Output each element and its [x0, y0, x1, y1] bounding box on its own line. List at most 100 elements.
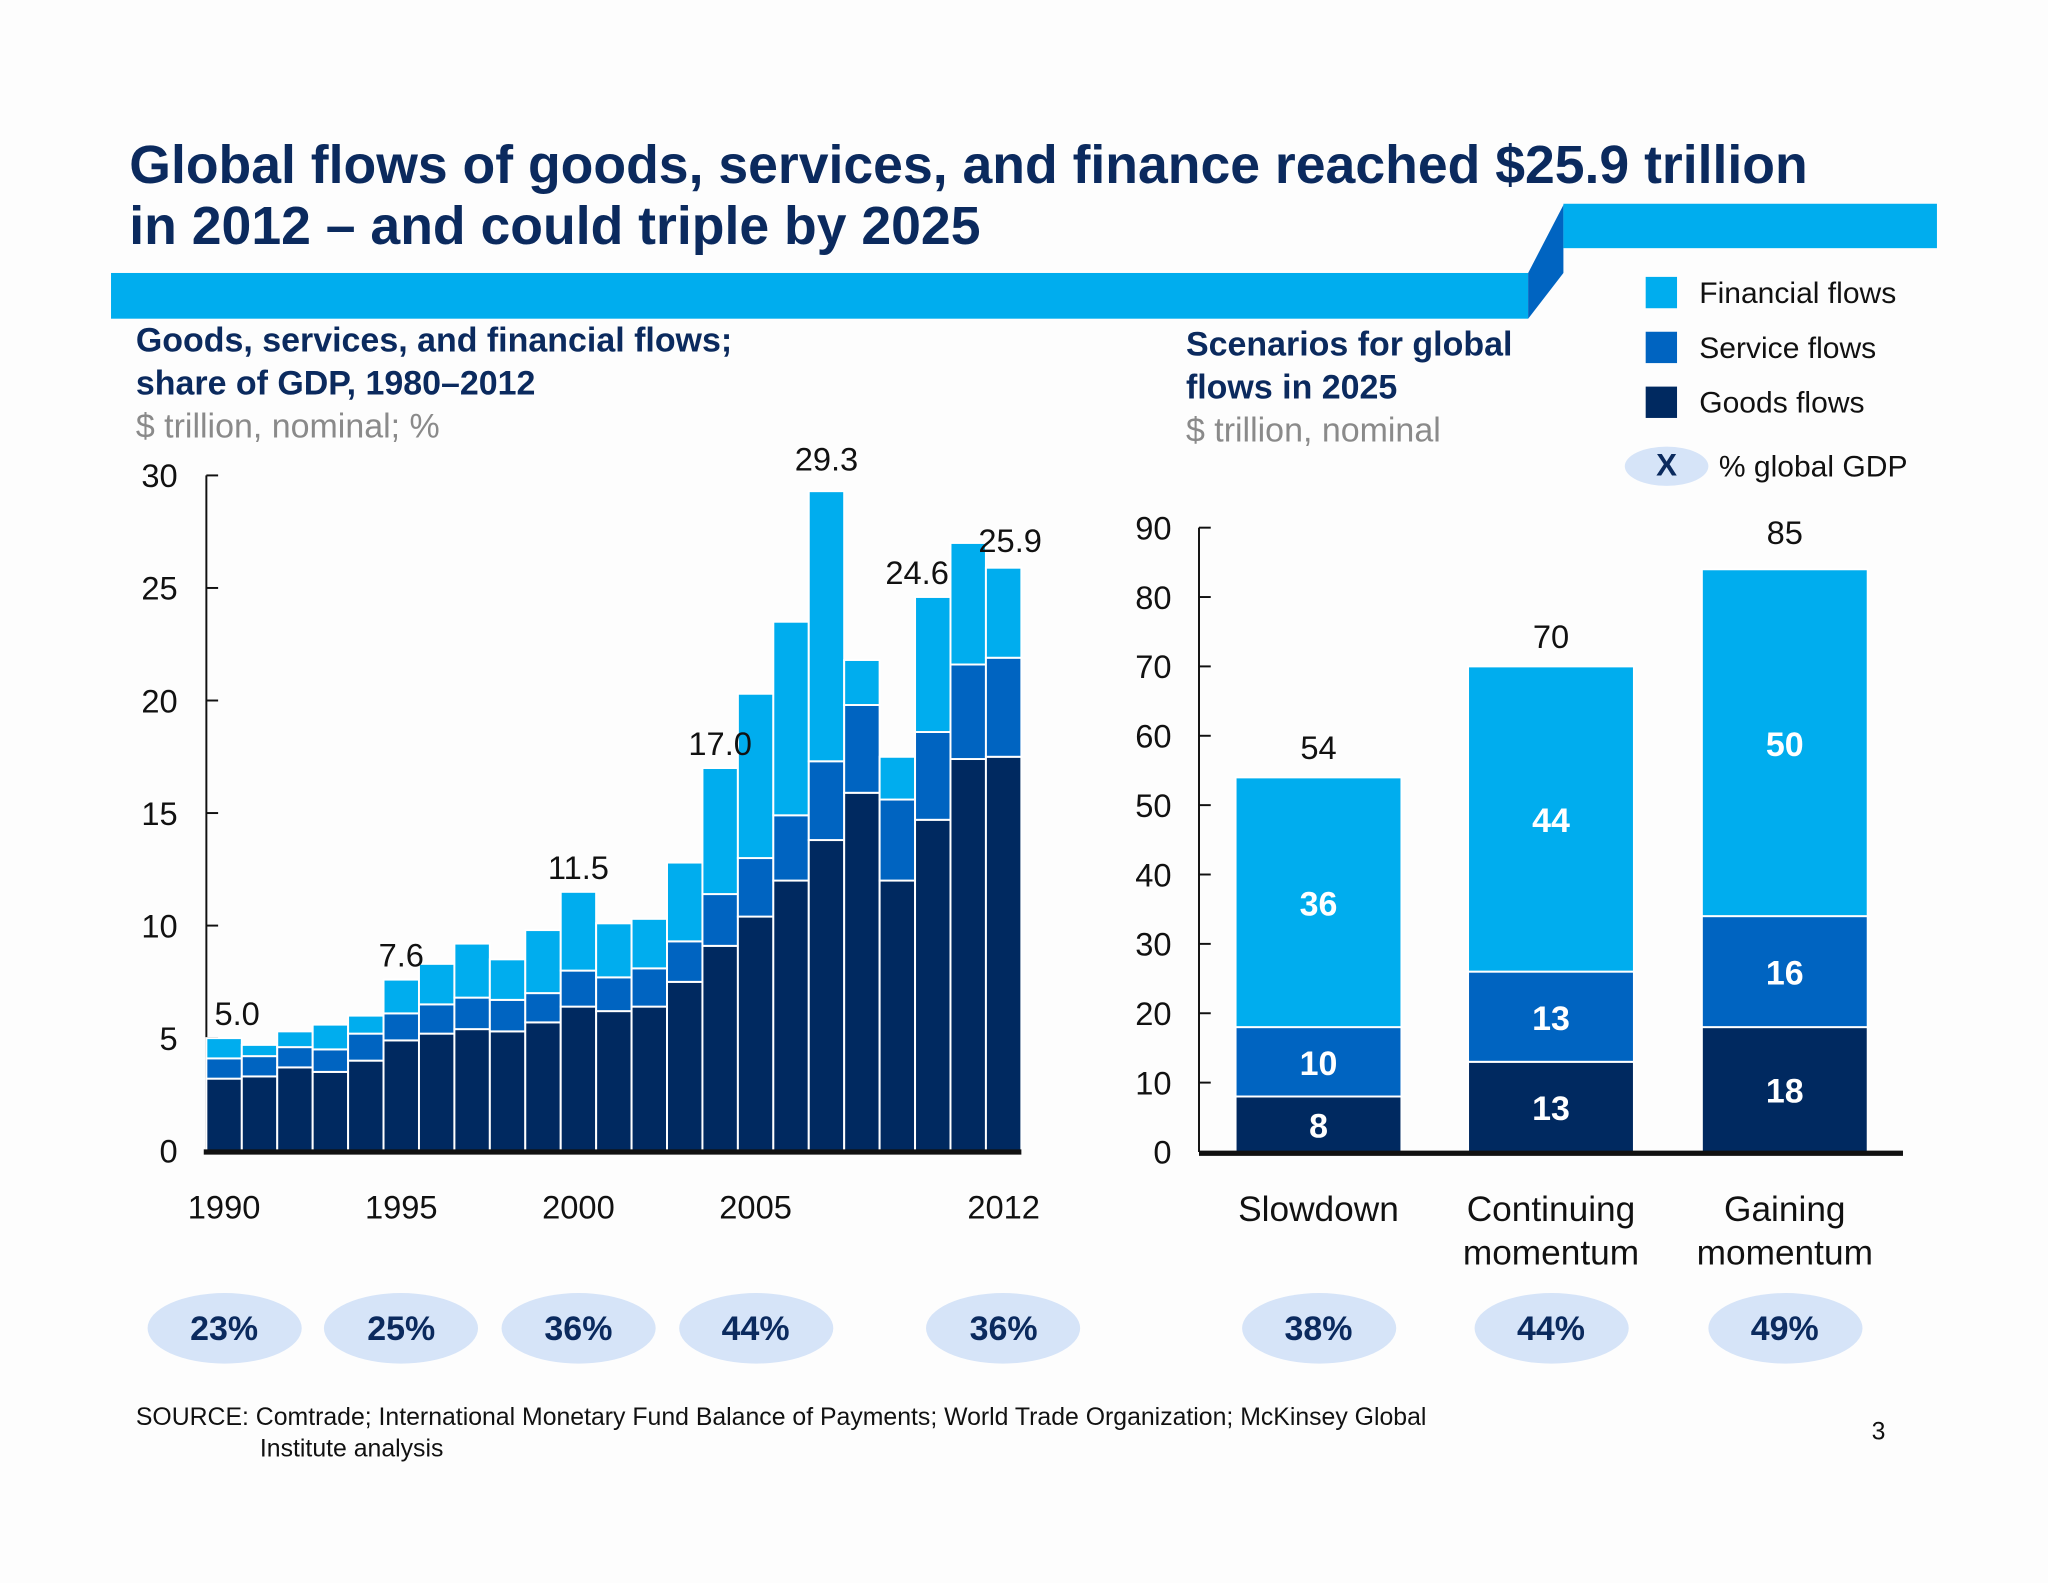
bar-goods-2005	[736, 915, 775, 1152]
bar-goods-2008	[843, 791, 881, 1152]
total-label-2010: 24.6	[885, 554, 949, 591]
y-tick-label: 40	[1135, 856, 1171, 893]
bar-goods-1995	[382, 1039, 420, 1152]
segment-label-financial: 50	[1766, 726, 1804, 764]
bar-financial-1995	[382, 978, 420, 1015]
bar-service-1998	[488, 998, 527, 1033]
bar-goods-2006	[772, 879, 810, 1152]
y-tick-label: 60	[1135, 718, 1171, 755]
bar-goods-2002	[630, 1005, 668, 1152]
bar-goods-2011	[949, 758, 987, 1152]
y-tick-label: 15	[141, 795, 177, 832]
x-tick-label: 1990	[188, 1189, 261, 1226]
bar-service-2007	[807, 760, 846, 842]
bar-service-1992	[276, 1046, 314, 1069]
bar-service-2010	[914, 731, 952, 821]
bar-goods-1996	[417, 1032, 456, 1152]
gdp-share-bubble: 44%	[678, 1293, 833, 1364]
bar-financial-1994	[347, 1014, 385, 1035]
bar-goods-2	[1700, 1026, 1869, 1153]
page-title: Global flows of goods, services, and fin…	[129, 134, 1808, 256]
bar-goods-2010	[914, 818, 952, 1152]
bar-financial-2000	[559, 890, 598, 972]
segment-label-service: 16	[1766, 955, 1804, 993]
bar-financial-1998	[488, 958, 527, 1001]
bar-service-2003	[666, 940, 704, 983]
bar-financial-2004	[701, 767, 739, 896]
header-band	[111, 203, 1937, 319]
total-label-2000: 11.5	[548, 849, 609, 886]
bar-service-2009	[878, 798, 917, 882]
header-bar-right	[1563, 203, 1937, 249]
left-chart-title-line1: Goods, services, and financial flows;	[135, 319, 733, 360]
total-label: 54	[1300, 729, 1336, 766]
bar-financial-2010	[914, 595, 952, 733]
bar-service-2011	[949, 663, 987, 761]
bar-service-1993	[311, 1048, 350, 1073]
segment-label-goods: 13	[1532, 1090, 1570, 1128]
y-tick-label: 0	[159, 1132, 177, 1169]
y-tick-label: 10	[141, 907, 177, 944]
bar-goods-2001	[595, 1010, 633, 1152]
bar-goods-2007	[807, 839, 846, 1152]
bar-financial-1996	[417, 962, 456, 1006]
bar-service-2001	[595, 976, 633, 1013]
segment-label-goods: 8	[1309, 1107, 1328, 1145]
right-chart-unit: $ trillion, nominal	[1185, 410, 1441, 450]
gdp-share-bubble: 49%	[1707, 1293, 1862, 1364]
right-chart-title-line2: flows in 2025	[1185, 367, 1398, 407]
legend-gdp: X % global GDP	[1624, 446, 1908, 486]
segment-label-financial: 44	[1532, 802, 1570, 840]
x-tick-label: 1995	[365, 1189, 438, 1226]
bar-goods-1999	[524, 1021, 562, 1152]
bar-financial-2006	[772, 620, 810, 817]
bar-service-2008	[843, 704, 881, 794]
bar-service-2	[1700, 915, 1869, 1029]
bar-goods-2003	[666, 980, 704, 1152]
page-number: 3	[1871, 1418, 1886, 1446]
source-line1: SOURCE: Comtrade; International Monetary…	[135, 1404, 1427, 1432]
right-chart-heading: Scenarios for global flows in 2025 $ tri…	[1186, 323, 1512, 452]
y-tick-label: 20	[141, 682, 177, 719]
left-chart-title-line2: share of GDP, 1980–2012	[135, 363, 536, 403]
total-label-2012: 25.9	[978, 522, 1042, 559]
bar-financial-1992	[276, 1030, 314, 1049]
category-label: momentum	[1697, 1233, 1873, 1272]
segment-label-service: 10	[1300, 1045, 1338, 1083]
bar-service-1994	[347, 1032, 385, 1062]
segment-label-service: 13	[1532, 1000, 1570, 1038]
bar-financial-2008	[843, 659, 881, 706]
legend-label: Goods flows	[1699, 384, 1865, 419]
x-tick-label: 2005	[719, 1189, 792, 1226]
bar-financial-1999	[524, 929, 562, 995]
category-label: Continuing	[1467, 1190, 1636, 1229]
legend-item-goods: Goods flows	[1645, 383, 1897, 422]
bar-goods-2012	[984, 755, 1023, 1152]
category-label: momentum	[1463, 1233, 1639, 1272]
bar-goods-1992	[276, 1066, 314, 1152]
bar-goods-2004	[701, 944, 739, 1152]
bar-financial-2009	[878, 755, 917, 801]
header-bar-fold	[1528, 205, 1564, 319]
bar-service-1997	[453, 996, 491, 1031]
header-bar-left	[111, 272, 1529, 319]
legend: Financial flows Service flows Goods flow…	[1645, 273, 1897, 422]
bar-service-2005	[736, 857, 775, 918]
bar-goods-1991	[240, 1075, 279, 1152]
legend-label: Service flows	[1699, 329, 1877, 364]
y-tick-label: 50	[1135, 787, 1171, 824]
bar-service-2012	[984, 656, 1023, 758]
total-label: 85	[1767, 514, 1803, 551]
bar-financial-1997	[453, 942, 491, 999]
bar-service-2002	[630, 967, 668, 1008]
category-label: Gaining	[1724, 1190, 1846, 1229]
y-tick-label: 70	[1135, 648, 1171, 685]
bar-goods-1998	[488, 1030, 527, 1152]
gdp-share-bubble: 36%	[926, 1293, 1081, 1364]
left-chart-unit: $ trillion, nominal; %	[135, 406, 440, 446]
bar-service-2006	[772, 814, 810, 882]
total-label-2004: 17.0	[688, 725, 752, 762]
bar-service-1990	[205, 1057, 243, 1080]
gdp-share-bubble: 38%	[1241, 1293, 1396, 1364]
bar-service-1999	[524, 992, 562, 1024]
